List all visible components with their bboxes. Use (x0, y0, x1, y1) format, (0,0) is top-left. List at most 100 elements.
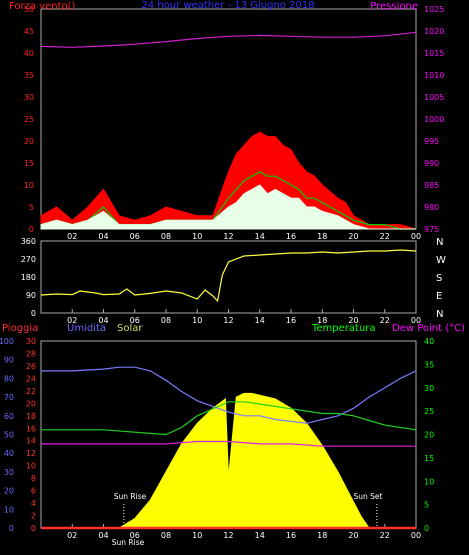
temperature-line (41, 401, 417, 436)
wind-x-label: 18 (317, 232, 327, 241)
humidity-tick-label: 60 (4, 412, 14, 421)
direction-tick-label: 360 (21, 237, 36, 246)
wind-x-label: 10 (192, 232, 202, 241)
wind-area (40, 184, 416, 230)
rain-tick-label: 16 (26, 424, 36, 433)
direction-tick-label: 0 (31, 309, 36, 318)
wind-tick-label: 20 (24, 137, 34, 146)
compass-label: N (436, 309, 443, 320)
temperature-tick-label: 20 (424, 431, 434, 440)
rain-tick-label: 22 (26, 387, 36, 396)
wind-x-label: 22 (380, 232, 390, 241)
wind-x-label: 08 (161, 232, 171, 241)
temperature-tick-label: 5 (424, 501, 429, 510)
wind-x-label: 02 (67, 232, 77, 241)
wind-tick-label: 15 (24, 159, 34, 168)
wind-tick-label: 10 (24, 181, 34, 190)
rain-tick-label: 4 (31, 499, 36, 508)
sun-annotation: Sun Rise (112, 538, 145, 547)
rain-tick-label: 20 (26, 399, 36, 408)
wind-x-label: 14 (255, 232, 265, 241)
pressure-tick-label: 1020 (424, 27, 444, 36)
pressure-tick-label: 995 (424, 137, 439, 146)
direction-tick-label: 90 (26, 291, 36, 300)
rain-tick-label: 26 (26, 362, 36, 371)
pressure-tick-label: 1010 (424, 71, 444, 80)
legend-item: Solar (117, 323, 143, 334)
compass-label: E (436, 291, 442, 302)
temperature-tick-label: 30 (424, 384, 434, 393)
direction-x-label: 14 (255, 316, 265, 325)
humidity-tick-label: 70 (4, 393, 14, 402)
humidity-tick-label: 80 (4, 374, 14, 383)
direction-x-label: 02 (67, 316, 77, 325)
wind-x-label: 06 (130, 232, 140, 241)
rain-tick-label: 0 (31, 524, 36, 533)
pressure-tick-label: 1025 (424, 5, 444, 14)
wind-tick-label: 50 (24, 5, 34, 14)
pressure-tick-label: 1005 (424, 93, 444, 102)
pressure-line (40, 31, 417, 48)
rain-tick-label: 10 (26, 462, 36, 471)
direction-tick-label: 180 (21, 273, 36, 282)
direction-x-label: 16 (286, 316, 296, 325)
right-axis-label: Pressione (370, 1, 418, 12)
compass-label: N (436, 237, 443, 248)
wind-x-label: 00 (411, 232, 421, 241)
wind-x-label: 04 (98, 232, 108, 241)
direction-x-label: 20 (348, 316, 358, 325)
direction-tick-label: 270 (21, 255, 36, 264)
humidity-tick-label: 30 (4, 468, 14, 477)
wind-tick-label: 0 (29, 225, 34, 234)
temperature-tick-label: 25 (424, 407, 434, 416)
direction-x-label: 04 (98, 316, 108, 325)
climate-x-label: 12 (223, 531, 233, 540)
climate-x-label: 16 (286, 531, 296, 540)
pressure-tick-label: 1015 (424, 49, 444, 58)
climate-x-label: 20 (348, 531, 358, 540)
pressure-tick-label: 980 (424, 203, 439, 212)
direction-x-label: 08 (161, 316, 171, 325)
rain-tick-label: 6 (31, 487, 36, 496)
humidity-tick-label: 0 (9, 524, 14, 533)
temperature-tick-label: 10 (424, 477, 434, 486)
wind-tick-label: 30 (24, 93, 34, 102)
sun-annotation: Sun Rise (114, 492, 147, 501)
rain-tick-label: 18 (26, 412, 36, 421)
pressure-tick-label: 1000 (424, 115, 444, 124)
direction-x-label: 18 (317, 316, 327, 325)
gust-area (40, 131, 417, 230)
climate-x-label: 06 (130, 531, 140, 540)
wind-tick-label: 40 (24, 49, 34, 58)
humidity-tick-label: 100 (0, 337, 14, 346)
sun-annotation: Sun Set (354, 492, 383, 501)
compass-label: W (436, 255, 446, 266)
dewpoint-line (41, 440, 416, 447)
legend-item: Dew Point (°C) (392, 323, 465, 334)
pressure-tick-label: 975 (424, 225, 439, 234)
wind-x-label: 20 (348, 232, 358, 241)
direction-x-label: 06 (130, 316, 140, 325)
rain-tick-label: 12 (26, 449, 36, 458)
direction-x-label: 10 (192, 316, 202, 325)
solar-area (117, 392, 371, 529)
temperature-tick-label: 0 (424, 524, 429, 533)
climate-x-label: 02 (67, 531, 77, 540)
humidity-tick-label: 50 (4, 431, 14, 440)
wind-tick-label: 35 (24, 71, 34, 80)
climate-x-label: 14 (255, 531, 265, 540)
pressure-tick-label: 990 (424, 159, 439, 168)
direction-x-label: 00 (411, 316, 421, 325)
temperature-tick-label: 40 (424, 337, 434, 346)
climate-x-label: 18 (317, 531, 327, 540)
rain-tick-label: 14 (26, 437, 36, 446)
legend-item: Pioggia (2, 323, 38, 334)
direction-x-label: 12 (223, 316, 233, 325)
humidity-line (41, 366, 417, 424)
rain-tick-label: 24 (26, 374, 36, 383)
climate-x-label: 04 (98, 531, 108, 540)
compass-label: S (436, 273, 442, 284)
rain-tick-label: 2 (31, 512, 36, 521)
direction-x-label: 22 (380, 316, 390, 325)
wind-x-label: 12 (223, 232, 233, 241)
